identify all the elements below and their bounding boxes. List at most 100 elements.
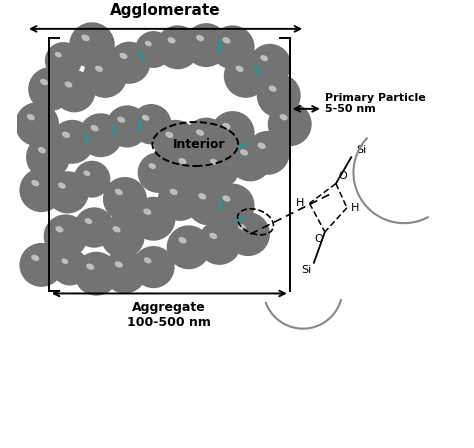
Circle shape [69, 22, 115, 68]
Text: Agglomerate: Agglomerate [110, 3, 221, 18]
Circle shape [228, 138, 272, 181]
Ellipse shape [96, 66, 102, 71]
Text: O: O [314, 234, 323, 244]
Ellipse shape [238, 224, 245, 229]
Text: H: H [296, 198, 304, 208]
Circle shape [19, 243, 64, 287]
Ellipse shape [145, 258, 151, 263]
Ellipse shape [166, 132, 173, 137]
Ellipse shape [27, 115, 34, 120]
Circle shape [19, 168, 64, 212]
Ellipse shape [87, 264, 93, 269]
Circle shape [210, 184, 255, 228]
Circle shape [103, 250, 147, 293]
Ellipse shape [146, 42, 151, 46]
Ellipse shape [179, 238, 186, 243]
Circle shape [108, 42, 150, 84]
Ellipse shape [199, 194, 206, 199]
Circle shape [46, 171, 89, 213]
Circle shape [44, 214, 88, 258]
Ellipse shape [118, 117, 124, 122]
Ellipse shape [179, 159, 186, 164]
Circle shape [28, 67, 72, 111]
Circle shape [186, 181, 230, 225]
Text: O: O [338, 172, 347, 181]
Ellipse shape [63, 132, 69, 137]
Ellipse shape [280, 115, 287, 120]
Ellipse shape [56, 227, 63, 232]
Circle shape [155, 26, 200, 69]
Circle shape [158, 177, 202, 221]
Circle shape [167, 146, 210, 190]
Circle shape [224, 54, 268, 98]
Circle shape [15, 102, 59, 146]
Circle shape [246, 131, 290, 175]
Ellipse shape [211, 159, 217, 164]
Ellipse shape [120, 54, 127, 58]
Ellipse shape [223, 196, 230, 201]
Ellipse shape [170, 190, 177, 194]
Text: Aggregate
100-500 nm: Aggregate 100-500 nm [128, 302, 211, 329]
Ellipse shape [197, 35, 203, 41]
Ellipse shape [91, 126, 98, 131]
Circle shape [131, 104, 172, 144]
Text: Si: Si [301, 265, 312, 275]
Circle shape [73, 161, 110, 198]
Ellipse shape [65, 82, 72, 87]
Ellipse shape [210, 233, 217, 238]
Circle shape [154, 120, 198, 164]
Circle shape [106, 105, 148, 147]
Ellipse shape [55, 52, 61, 57]
Circle shape [226, 212, 270, 256]
Ellipse shape [32, 181, 38, 185]
Circle shape [135, 31, 172, 68]
Circle shape [103, 177, 147, 221]
Circle shape [101, 214, 145, 258]
Circle shape [210, 26, 255, 69]
Ellipse shape [59, 183, 65, 188]
Circle shape [52, 249, 89, 285]
Circle shape [131, 197, 175, 241]
Text: Interior: Interior [173, 138, 226, 151]
Ellipse shape [143, 116, 149, 120]
Circle shape [74, 207, 114, 248]
Circle shape [199, 148, 240, 189]
Ellipse shape [113, 227, 120, 232]
Ellipse shape [261, 56, 267, 60]
Circle shape [167, 225, 210, 269]
Text: Primary Particle
5-50 nm: Primary Particle 5-50 nm [325, 93, 426, 114]
Circle shape [210, 111, 255, 155]
Ellipse shape [38, 148, 45, 153]
Circle shape [53, 70, 95, 112]
Circle shape [249, 44, 291, 86]
Ellipse shape [223, 38, 230, 43]
Ellipse shape [149, 164, 155, 168]
Circle shape [132, 246, 174, 288]
Ellipse shape [116, 262, 122, 267]
Circle shape [198, 221, 241, 265]
Ellipse shape [237, 66, 243, 71]
Circle shape [257, 73, 301, 118]
Ellipse shape [197, 130, 203, 135]
Circle shape [50, 120, 94, 164]
Ellipse shape [144, 209, 151, 214]
Ellipse shape [85, 219, 91, 224]
Text: Si: Si [356, 145, 367, 155]
Ellipse shape [168, 38, 175, 43]
Ellipse shape [62, 259, 68, 263]
Ellipse shape [84, 171, 90, 175]
Ellipse shape [82, 35, 89, 40]
Circle shape [268, 102, 312, 146]
Circle shape [184, 118, 228, 162]
Ellipse shape [32, 255, 38, 260]
Ellipse shape [241, 150, 247, 155]
Circle shape [184, 23, 228, 67]
Circle shape [74, 252, 118, 296]
Circle shape [26, 135, 70, 179]
Circle shape [45, 42, 82, 79]
Text: H: H [350, 203, 359, 213]
Ellipse shape [269, 86, 276, 91]
Ellipse shape [223, 124, 230, 129]
Ellipse shape [41, 80, 47, 85]
Ellipse shape [116, 190, 122, 194]
